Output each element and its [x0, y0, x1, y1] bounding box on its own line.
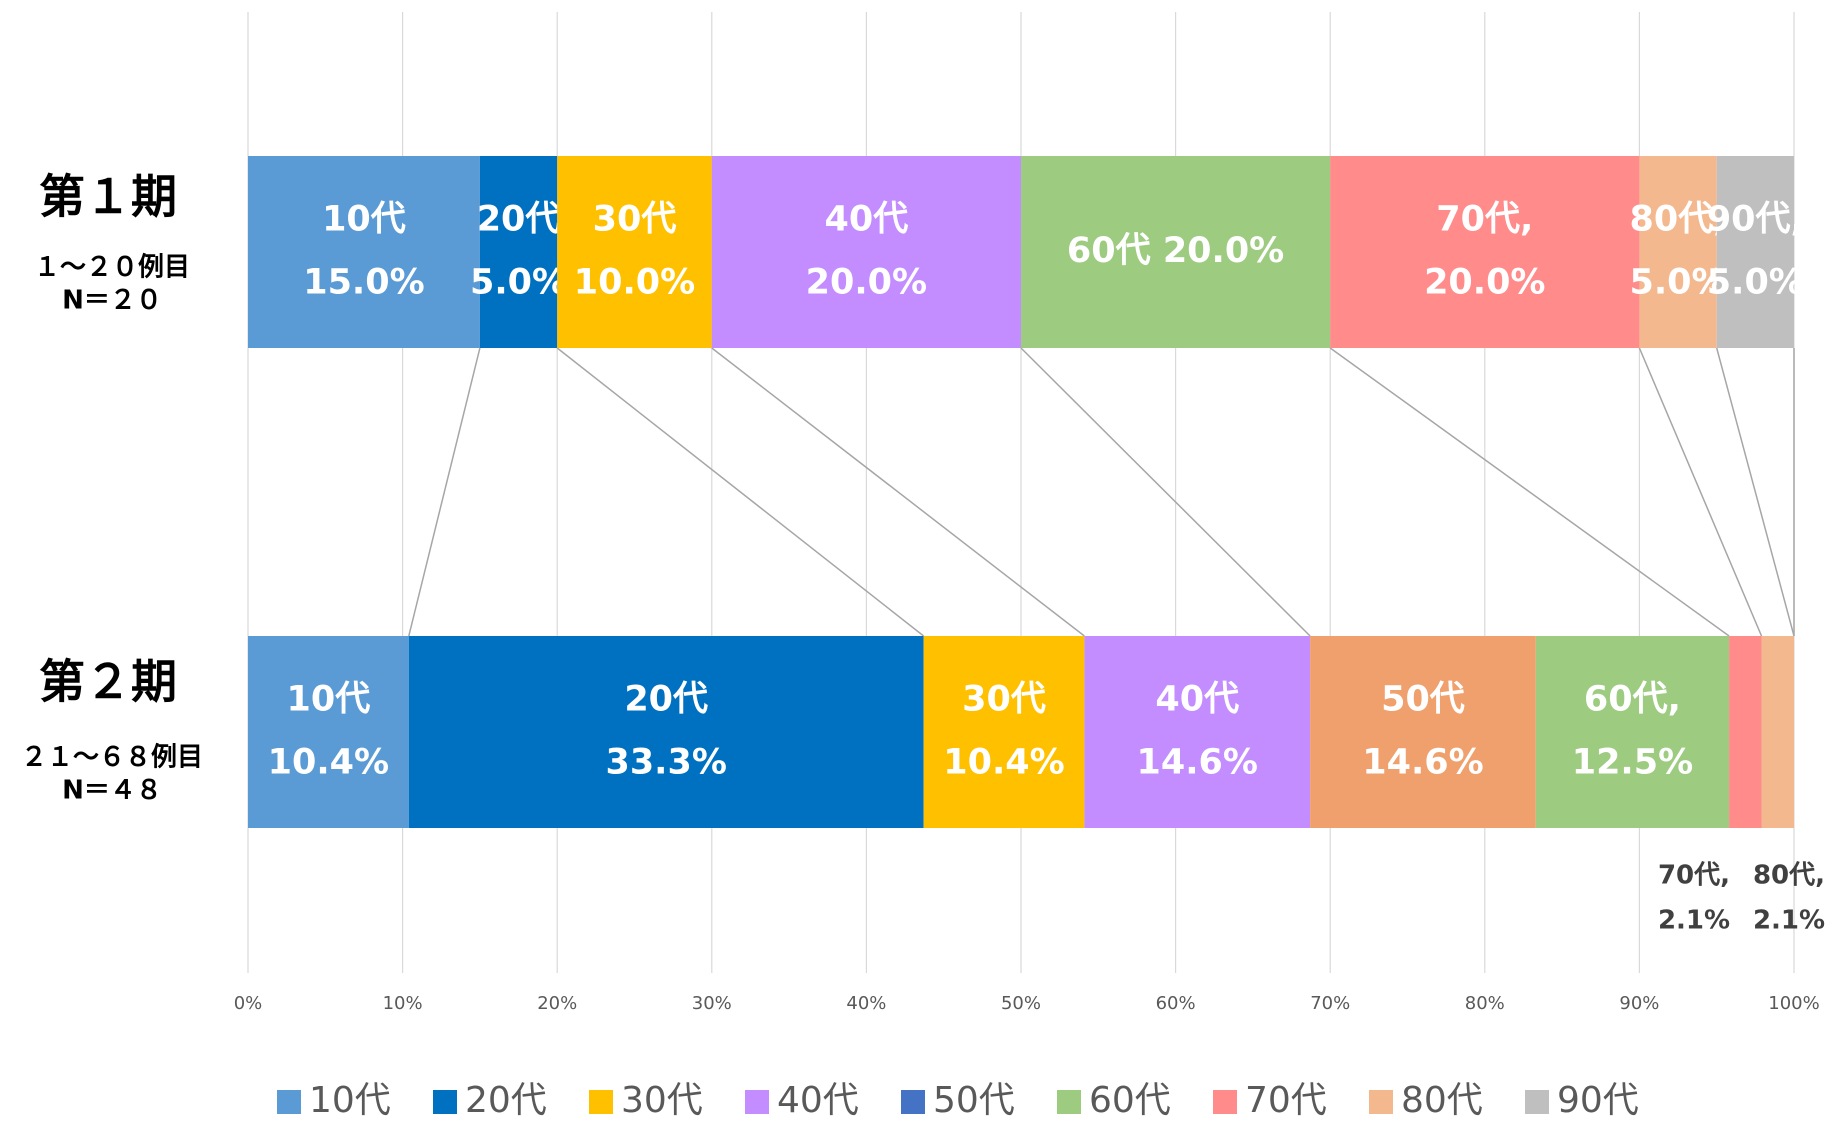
data-label: 10.4% [268, 743, 389, 783]
legend-swatch [589, 1090, 613, 1114]
bar-segment [1761, 636, 1794, 828]
legend-label: 20代 [465, 1080, 547, 1121]
data-label: 90代, [1707, 200, 1804, 240]
connector-line [1715, 347, 1795, 637]
data-label: 30代 [962, 680, 1046, 720]
bar-segment [1639, 156, 1717, 348]
bar-segment [711, 156, 1021, 348]
x-tick-label: 70% [1310, 993, 1350, 1014]
x-tick-label: 30% [692, 993, 732, 1014]
bar-segment [557, 156, 712, 348]
bar-segment [1330, 156, 1640, 348]
category-note: １～２０例目 [34, 253, 190, 283]
x-tick-label: 10% [383, 993, 423, 1014]
data-label: 80代, [1753, 861, 1825, 891]
data-label: 20.0% [1424, 263, 1545, 303]
x-tick-label: 60% [1156, 993, 1196, 1014]
legend-label: 30代 [621, 1080, 703, 1121]
legend-swatch [1525, 1090, 1549, 1114]
legend-swatch [745, 1090, 769, 1114]
legend-label: 60代 [1089, 1080, 1171, 1121]
bar-segment [1729, 636, 1762, 828]
data-label: 10.4% [943, 743, 1064, 783]
category-label: 第２期 [39, 655, 177, 709]
data-label: 50代 [1381, 680, 1465, 720]
data-label: 20代 [477, 200, 561, 240]
data-label: 60代 20.0% [1067, 231, 1284, 271]
legend-swatch [1369, 1090, 1393, 1114]
data-label: 5.0% [1707, 263, 1804, 303]
bar-segment [248, 636, 409, 828]
data-label: 14.6% [1137, 743, 1258, 783]
legend-label: 10代 [309, 1080, 391, 1121]
x-tick-label: 50% [1001, 993, 1041, 1014]
x-tick-label: 80% [1465, 993, 1505, 1014]
data-label: 70代, [1436, 200, 1533, 240]
data-label: 14.6% [1362, 743, 1483, 783]
connector-line [711, 347, 1085, 637]
bar-segment [1021, 156, 1331, 348]
data-label: 40代 [825, 200, 909, 240]
x-tick-label: 40% [846, 993, 886, 1014]
category-note: ２１～６８例目 [21, 743, 203, 773]
x-tick-label: 0% [234, 993, 263, 1014]
category-note: N＝４８ [62, 776, 162, 806]
legend-label: 80代 [1401, 1080, 1483, 1121]
bar-segment [408, 636, 924, 828]
connector-line [556, 347, 925, 637]
x-tick-label: 100% [1768, 993, 1819, 1014]
bar-segment [1310, 636, 1536, 828]
connector-line [1638, 347, 1763, 637]
data-label: 80代, [1630, 200, 1727, 240]
data-label: 2.1% [1658, 906, 1730, 936]
data-label: 10代 [287, 680, 371, 720]
legend-label: 50代 [933, 1080, 1015, 1121]
legend-swatch [1213, 1090, 1237, 1114]
data-label: 70代, [1658, 861, 1730, 891]
legend-label: 40代 [777, 1080, 859, 1121]
legend-swatch [1057, 1090, 1081, 1114]
bar-segment [1716, 156, 1794, 348]
data-label: 5.0% [470, 263, 567, 303]
legend-label: 90代 [1557, 1080, 1639, 1121]
bar-segment [248, 156, 480, 348]
data-label: 30代 [593, 200, 677, 240]
legend-swatch [901, 1090, 925, 1114]
bar-segment [1535, 636, 1730, 828]
data-label: 2.1% [1753, 906, 1825, 936]
data-label: 60代, [1584, 680, 1681, 720]
data-label: 40代 [1155, 680, 1239, 720]
legend-swatch [433, 1090, 457, 1114]
data-label: 20.0% [806, 263, 927, 303]
bar-segment [479, 156, 558, 348]
bar-segment [923, 636, 1085, 828]
category-note: N＝２０ [62, 286, 162, 316]
connector-line [408, 347, 481, 637]
data-label: 20代 [624, 680, 708, 720]
data-label: 33.3% [605, 743, 726, 783]
x-tick-label: 90% [1619, 993, 1659, 1014]
connector-line [1020, 347, 1311, 637]
x-tick-label: 20% [537, 993, 577, 1014]
bar-segment [1084, 636, 1311, 828]
data-label: 5.0% [1630, 263, 1727, 303]
legend-swatch [277, 1090, 301, 1114]
data-label: 10.0% [574, 263, 695, 303]
category-label: 第１期 [39, 170, 177, 224]
legend-label: 70代 [1245, 1080, 1327, 1121]
connector-line [1329, 347, 1730, 637]
data-label: 10代 [322, 200, 406, 240]
data-label: 15.0% [303, 263, 424, 303]
data-label: 12.5% [1572, 743, 1693, 783]
